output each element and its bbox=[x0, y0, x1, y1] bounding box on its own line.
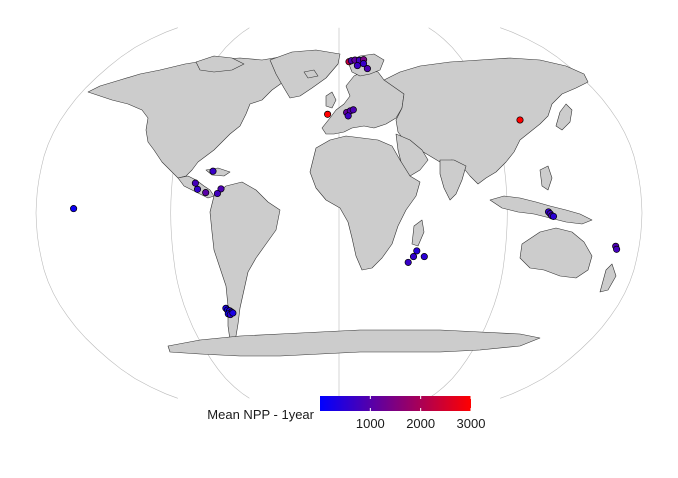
landmass-arctic-islands bbox=[195, 55, 245, 73]
legend: Mean NPP - 1year 1000 2000 3000 bbox=[207, 396, 485, 431]
landmass-southeast-asia-islands bbox=[489, 195, 593, 225]
landmass-madagascar bbox=[411, 219, 425, 247]
npp-point bbox=[209, 167, 217, 175]
npp-point bbox=[516, 116, 524, 124]
legend-colorbar bbox=[320, 396, 471, 411]
landmass-new-zealand bbox=[599, 263, 617, 293]
npp-point bbox=[217, 185, 225, 193]
landmass-british-isles bbox=[325, 91, 337, 109]
npp-point bbox=[70, 205, 78, 213]
legend-title: Mean NPP - 1year bbox=[207, 407, 314, 422]
npp-point bbox=[349, 106, 357, 114]
landmass-australia bbox=[519, 227, 593, 279]
legend-tick-label: 1000 bbox=[356, 416, 385, 431]
npp-point bbox=[229, 309, 237, 317]
npp-point bbox=[613, 245, 621, 253]
landmass-iceland bbox=[303, 69, 319, 79]
landmass-india bbox=[439, 159, 467, 201]
npp-point bbox=[324, 110, 332, 118]
landmass-africa bbox=[309, 135, 421, 271]
npp-point bbox=[344, 112, 352, 120]
landmass-south-america bbox=[209, 181, 281, 341]
land-layer bbox=[87, 49, 617, 357]
landmass-arabia bbox=[395, 133, 429, 177]
landmass-philippines bbox=[539, 165, 553, 191]
npp-point bbox=[549, 212, 558, 220]
landmass-antarctica bbox=[167, 329, 541, 357]
npp-point bbox=[420, 253, 428, 261]
npp-point bbox=[202, 189, 210, 197]
landmass-japan bbox=[555, 103, 573, 131]
legend-tick-label: 3000 bbox=[457, 416, 486, 431]
landmass-north-america bbox=[87, 55, 305, 179]
npp-point bbox=[193, 185, 202, 193]
npp-points-layer bbox=[70, 56, 621, 319]
npp-point bbox=[404, 258, 412, 266]
npp-point bbox=[363, 65, 371, 73]
npp-point bbox=[213, 189, 221, 198]
legend-tick-label: 2000 bbox=[406, 416, 435, 431]
npp-point bbox=[413, 247, 421, 255]
npp-point bbox=[409, 253, 418, 261]
npp-point bbox=[353, 62, 361, 70]
legend-ticks: 1000 2000 3000 bbox=[356, 396, 486, 431]
npp-point bbox=[359, 60, 368, 68]
npp-point bbox=[191, 179, 199, 187]
graticule-meridian bbox=[35, 27, 178, 399]
